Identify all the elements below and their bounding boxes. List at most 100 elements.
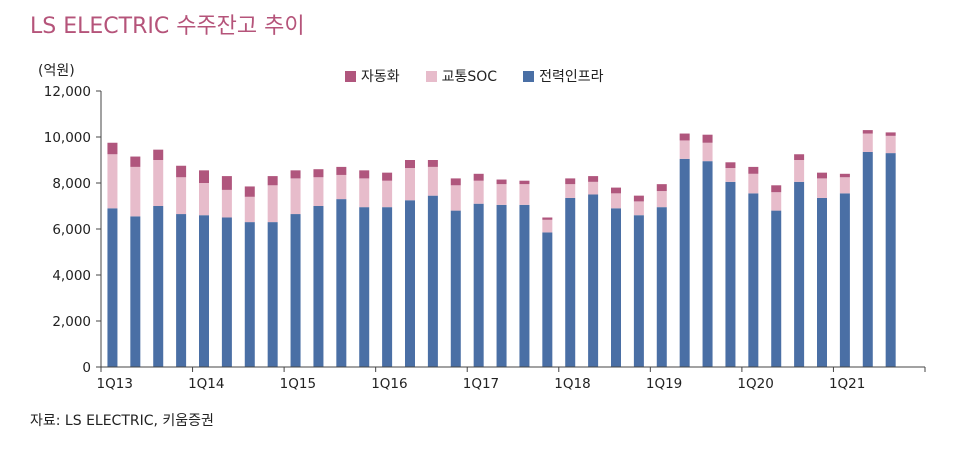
y-tick-label: 2,000 bbox=[52, 314, 91, 330]
bar-transport-soc bbox=[656, 191, 667, 208]
bar-transport-soc bbox=[382, 180, 393, 208]
bar-power-infra bbox=[267, 222, 278, 367]
bar-transport-soc bbox=[496, 184, 507, 205]
bar-power-infra bbox=[405, 200, 415, 367]
bar-transport-soc bbox=[817, 178, 827, 198]
bar-power-infra bbox=[817, 197, 827, 367]
legend-swatch-transport-soc bbox=[425, 70, 437, 82]
bar-power-infra bbox=[244, 222, 255, 367]
bar-transport-soc bbox=[725, 168, 736, 182]
bar-power-infra bbox=[748, 193, 759, 367]
bar-automation bbox=[130, 156, 141, 167]
bar-transport-soc bbox=[473, 180, 484, 204]
y-tick-label: 0 bbox=[82, 360, 91, 376]
legend: 자동화 교통SOC 전력인프라 bbox=[345, 66, 604, 86]
bar-automation bbox=[176, 165, 187, 178]
bar-automation bbox=[748, 166, 759, 174]
legend-label-automation: 자동화 bbox=[361, 69, 400, 85]
bar-transport-soc bbox=[336, 174, 347, 200]
bar-automation bbox=[565, 178, 576, 185]
bar-power-infra bbox=[199, 215, 209, 367]
bar-automation bbox=[611, 187, 621, 194]
bar-power-infra bbox=[725, 181, 736, 367]
legend-swatch-power-infra bbox=[523, 70, 535, 82]
bar-transport-soc bbox=[519, 184, 530, 205]
bar-power-infra bbox=[382, 207, 393, 367]
x-tick-label: 1Q20 bbox=[737, 376, 773, 392]
bar-transport-soc bbox=[313, 177, 324, 206]
bar-power-infra bbox=[794, 181, 805, 367]
legend-swatch-automation bbox=[345, 70, 356, 82]
bar-power-infra bbox=[359, 207, 370, 367]
bar-power-infra bbox=[107, 208, 118, 367]
bar-automation bbox=[588, 176, 599, 182]
bar-power-infra bbox=[153, 206, 164, 367]
bar-automation bbox=[244, 186, 255, 197]
bar-transport-soc bbox=[359, 178, 370, 208]
x-tick-label: 1Q14 bbox=[188, 376, 224, 392]
bar-transport-soc bbox=[633, 201, 644, 216]
x-tick-label: 1Q21 bbox=[829, 376, 865, 392]
chart-title: LS ELECTRIC 수주잔고 추이 bbox=[30, 14, 305, 39]
bar-automation bbox=[817, 172, 827, 179]
bar-transport-soc bbox=[794, 160, 805, 182]
bar-power-infra bbox=[771, 210, 782, 367]
bar-transport-soc bbox=[221, 189, 232, 218]
bar-power-infra bbox=[885, 153, 896, 367]
bar-transport-soc bbox=[153, 160, 164, 206]
bar-automation bbox=[405, 160, 415, 169]
bar-automation bbox=[702, 134, 713, 143]
bar-automation bbox=[473, 173, 484, 181]
bar-automation bbox=[427, 160, 438, 167]
bar-power-infra bbox=[290, 214, 301, 367]
bar-transport-soc bbox=[450, 185, 461, 211]
bar-automation bbox=[862, 130, 873, 134]
bar-automation bbox=[725, 162, 736, 169]
bar-automation bbox=[496, 179, 507, 185]
bar-transport-soc bbox=[839, 177, 850, 194]
bar-power-infra bbox=[450, 210, 461, 367]
legend-item-transport-soc: 교통SOC bbox=[425, 66, 498, 86]
bar-automation bbox=[313, 169, 324, 178]
bar-power-infra bbox=[839, 193, 850, 367]
bar-power-infra bbox=[862, 151, 873, 367]
bar-power-infra bbox=[496, 204, 507, 367]
bar-power-infra bbox=[588, 194, 599, 367]
bar-automation bbox=[519, 180, 530, 185]
legend-item-automation: 자동화 bbox=[345, 66, 400, 86]
bar-power-infra bbox=[679, 158, 690, 367]
bar-automation bbox=[450, 178, 461, 186]
bar-power-infra bbox=[542, 232, 553, 367]
bar-power-infra bbox=[336, 199, 347, 367]
bar-automation bbox=[542, 217, 553, 220]
x-tick-label: 1Q15 bbox=[280, 376, 316, 392]
bar-automation bbox=[107, 142, 118, 155]
bar-power-infra bbox=[702, 161, 713, 367]
x-tick-label: 1Q16 bbox=[371, 376, 407, 392]
legend-label-transport-soc: 교통SOC bbox=[441, 69, 498, 85]
bar-power-infra bbox=[565, 197, 576, 367]
bar-power-infra bbox=[473, 203, 484, 367]
legend-label-power-infra: 전력인프라 bbox=[539, 69, 604, 85]
bar-power-infra bbox=[221, 217, 232, 367]
bar-transport-soc bbox=[771, 192, 782, 211]
bar-power-infra bbox=[519, 204, 530, 367]
bar-transport-soc bbox=[199, 183, 209, 216]
y-axis-unit: (억원) bbox=[38, 63, 75, 79]
y-tick-label: 6,000 bbox=[52, 222, 91, 238]
bar-transport-soc bbox=[290, 178, 301, 215]
bar-transport-soc bbox=[611, 193, 621, 209]
bar-automation bbox=[794, 154, 805, 160]
bar-transport-soc bbox=[862, 133, 873, 152]
bar-power-infra bbox=[611, 208, 621, 367]
bar-transport-soc bbox=[679, 140, 690, 159]
bar-automation bbox=[290, 170, 301, 179]
bar-automation bbox=[153, 149, 164, 160]
x-tick-label: 1Q19 bbox=[646, 376, 682, 392]
bar-automation bbox=[656, 184, 667, 192]
bar-automation bbox=[336, 166, 347, 175]
bar-transport-soc bbox=[244, 196, 255, 223]
bar-automation bbox=[382, 172, 393, 181]
bar-transport-soc bbox=[565, 184, 576, 198]
bar-power-infra bbox=[633, 215, 644, 367]
